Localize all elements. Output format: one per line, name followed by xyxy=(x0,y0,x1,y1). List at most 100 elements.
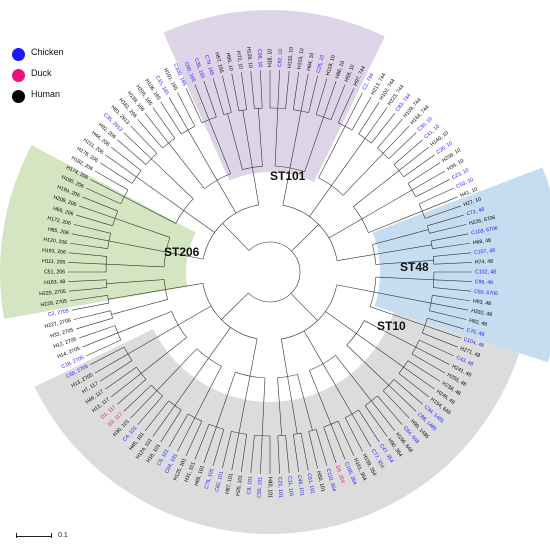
leaf-branch xyxy=(429,224,467,234)
leaf-branch xyxy=(68,287,107,292)
leaf-label: H163, 48 xyxy=(44,279,65,286)
leaf-branch xyxy=(403,154,435,178)
clade-label-st206: ST206 xyxy=(164,245,200,259)
leaf-label: H57, 165 xyxy=(213,52,224,74)
leaf-branch xyxy=(277,70,280,109)
internal-branch xyxy=(370,306,426,326)
leaf-branch xyxy=(111,373,142,398)
internal-branch xyxy=(168,142,205,189)
internal-branch xyxy=(374,244,432,255)
leaf-branch xyxy=(407,360,441,382)
internal-branch xyxy=(290,293,318,321)
leaf-branch xyxy=(398,373,429,398)
leaf-branch xyxy=(168,96,189,131)
leaf-branch xyxy=(152,405,176,437)
internal-branch xyxy=(194,366,222,418)
leaf-branch xyxy=(105,154,137,178)
internal-branch xyxy=(356,333,404,368)
leaf-label: H27, 10 xyxy=(463,196,482,208)
leaf-branch xyxy=(94,353,129,374)
leaf-branch xyxy=(330,424,346,460)
leaf-branch xyxy=(433,287,472,292)
leaf-branch xyxy=(337,88,355,123)
clade-labels: ST101 ST48 ST206 ST10 xyxy=(164,169,429,333)
leaf-branch xyxy=(419,339,454,357)
leaf-branch xyxy=(429,310,467,320)
leaf-branch xyxy=(415,346,450,365)
leaf-branch xyxy=(117,379,147,405)
internal-branch xyxy=(165,251,204,260)
legend-item-duck: Duck xyxy=(12,67,92,88)
leaf-label: C76, 48 xyxy=(466,327,485,338)
leaf-branch xyxy=(364,107,388,139)
leaf-label: C92, 10 xyxy=(277,49,284,68)
leaf-label: C55, 101 xyxy=(257,477,264,498)
leaf-branch xyxy=(344,417,363,452)
leaf-branch xyxy=(73,310,111,320)
leaf-branch xyxy=(315,429,328,466)
internal-branch xyxy=(106,263,165,268)
leaf-branch xyxy=(203,426,217,463)
clade-sector-st10 xyxy=(34,312,520,535)
leaf-label: C96, 48 xyxy=(475,279,494,286)
internal-branch xyxy=(258,108,263,167)
leaf-branch xyxy=(424,325,461,339)
internal-branch xyxy=(174,358,209,406)
leaf-branch xyxy=(323,426,337,463)
legend-item-human: Human xyxy=(12,88,92,109)
leaf-branch xyxy=(212,429,225,466)
leaf-branch xyxy=(71,302,110,311)
leaf-branch xyxy=(315,78,328,115)
internal-arc xyxy=(248,241,301,303)
leaf-label: H93, 48 xyxy=(472,299,491,308)
leaf-branch xyxy=(344,92,363,127)
leaf-branch xyxy=(79,325,116,339)
leaf-branch xyxy=(358,101,380,135)
leaf-branch xyxy=(407,162,441,184)
leaf-branch xyxy=(308,75,318,113)
internal-branch xyxy=(178,305,212,326)
leaf-label: H66, 206 xyxy=(52,206,74,218)
leaf-branch xyxy=(433,262,472,265)
leaf-branch xyxy=(123,132,152,160)
leaf-branch xyxy=(68,279,107,282)
leaf-branch xyxy=(185,88,203,123)
clade-label-st10: ST10 xyxy=(377,319,406,333)
internal-branch xyxy=(216,372,236,428)
leaf-label: H129, 10 xyxy=(245,47,253,69)
leaf-branch xyxy=(111,146,142,171)
leaf-branch xyxy=(203,81,217,118)
leaf-branch xyxy=(358,409,380,443)
leaf-branch xyxy=(430,233,469,242)
leaf-branch xyxy=(371,400,396,431)
clade-sector-st48 xyxy=(372,167,550,363)
internal-branch xyxy=(277,377,282,436)
leaf-branch xyxy=(433,252,472,257)
internal-branch xyxy=(361,189,413,220)
leaf-label: C2, 2705 xyxy=(48,308,70,318)
internal-branch xyxy=(165,282,203,290)
leaf-label: H332, 48 xyxy=(471,308,493,318)
leaf-branch xyxy=(424,205,461,219)
internal-branch xyxy=(106,279,165,284)
leaf-branch xyxy=(94,170,129,191)
internal-arc xyxy=(277,374,298,379)
leaf-branch xyxy=(432,295,470,302)
leaf-branch xyxy=(144,113,169,144)
leaf-label: C11, 101 xyxy=(286,476,294,497)
leaf-label: C61, 101 xyxy=(305,473,315,495)
leaf-label: H64, 10 xyxy=(306,52,315,71)
leaf-branch xyxy=(99,360,133,382)
leaf-branch xyxy=(194,84,210,120)
duck-color-swatch xyxy=(12,69,25,82)
leaf-branch xyxy=(403,366,435,390)
leaf-branch xyxy=(86,339,121,357)
scale-bar-tick-left xyxy=(16,533,17,538)
leaf-branch xyxy=(168,413,189,448)
leaf-label: H85, 206 xyxy=(47,227,69,237)
leaf-branch xyxy=(137,119,163,149)
internal-branch xyxy=(337,254,375,262)
leaf-branch xyxy=(70,295,108,302)
internal-branch xyxy=(346,344,389,386)
leaf-branch xyxy=(371,113,396,144)
